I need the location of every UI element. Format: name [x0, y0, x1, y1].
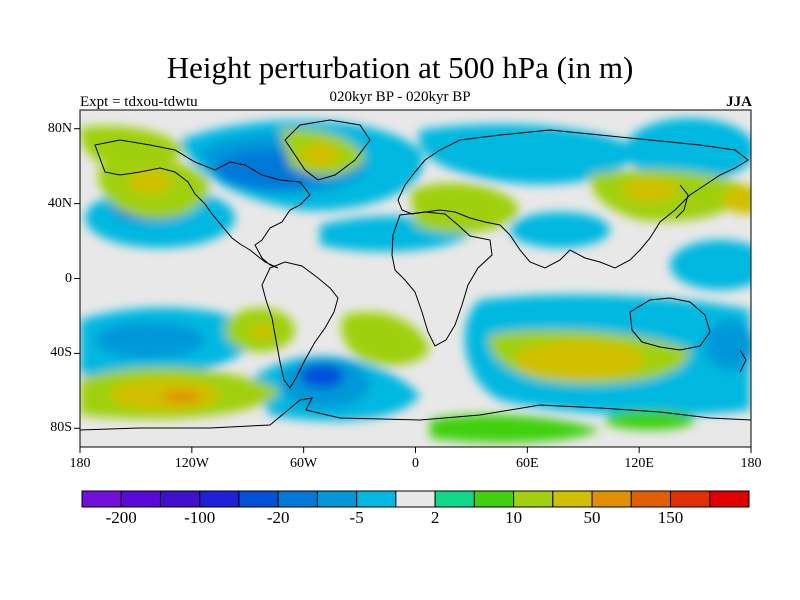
lon-tick-label: 60W [290, 456, 318, 471]
lat-tick-label: 40S [50, 345, 72, 361]
colorbar-swatch [356, 490, 397, 508]
anomaly-region [80, 126, 185, 167]
anomaly-region [705, 320, 751, 370]
colorbar-swatch [552, 490, 593, 508]
colorbar-swatch [120, 490, 161, 508]
coastline-japan [675, 184, 689, 219]
coastline-africa [391, 211, 493, 347]
experiment-label: Expt = tdxou-tdwtu [80, 94, 198, 110]
anomaly-region [419, 124, 640, 185]
colorbar-swatch [513, 490, 554, 508]
season-label: JJA [726, 94, 752, 110]
colorbar-label: 50 [583, 508, 601, 527]
colorbar-label: -200 [105, 508, 137, 527]
anomaly-region [515, 340, 645, 380]
coastline-north-america [94, 139, 311, 269]
colorbar-swatch [434, 490, 475, 508]
colorbar-swatch [709, 490, 750, 508]
colorbar-label: -100 [184, 508, 216, 527]
colorbar-swatch [591, 490, 632, 508]
anomaly-region [128, 170, 172, 194]
anomaly-region [723, 186, 751, 214]
colorbar-label: -20 [266, 508, 290, 527]
colorbar-swatch [630, 490, 672, 508]
lon-tick-label: 60E [516, 456, 539, 471]
anomaly-region [625, 118, 751, 182]
lat-tick-label: 80S [50, 420, 72, 436]
lon-tick-label: 180 [740, 456, 762, 471]
colorbar-swatch [277, 490, 318, 508]
anomaly-region [430, 414, 600, 443]
anomaly-region [162, 391, 202, 403]
anomaly-fields [80, 118, 751, 443]
anomaly-region [250, 325, 274, 339]
anomaly-region [341, 311, 430, 366]
colorbar-label: 2 [430, 508, 440, 527]
coastlines [80, 119, 751, 431]
colorbar-swatch [238, 490, 279, 508]
colorbar-swatch [670, 490, 711, 508]
colorbar-swatch [473, 490, 515, 508]
anomaly-region [510, 212, 610, 248]
lon-tick-label: 120W [174, 456, 209, 471]
colorbar-swatch [316, 490, 358, 508]
lat-tick-label: 80N [47, 120, 72, 136]
anomaly-region [605, 410, 695, 430]
colorbar [81, 490, 750, 508]
map-subtitle: 020kyr BP - 020kyr BP [329, 89, 471, 105]
colorbar-swatch [199, 490, 240, 508]
anomaly-region [670, 240, 751, 290]
lat-tick-label: 40N [47, 195, 72, 211]
colorbar-label: -5 [349, 508, 364, 527]
lon-tick-label: 0 [412, 456, 419, 471]
coastline-south-america [261, 261, 339, 389]
colorbar-swatch [395, 490, 436, 508]
colorbar-swatch [81, 490, 122, 508]
coastline-antarctica [80, 397, 751, 431]
anomaly-region [622, 178, 678, 202]
anomaly-region [300, 143, 340, 167]
anomaly-region [300, 364, 344, 388]
coastline-eurasia [397, 129, 749, 269]
lon-tick-label: 180 [69, 456, 91, 471]
anomaly-region [95, 322, 205, 358]
colorbar-swatch [159, 490, 201, 508]
lat-tick-label: 0 [65, 270, 72, 286]
axis-ticks [74, 128, 752, 453]
colorbar-label: 10 [505, 508, 523, 527]
coastline-new-zealand [739, 349, 747, 373]
lon-tick-label: 120E [624, 456, 654, 471]
coastline-australia [629, 297, 711, 351]
coastline-greenland [284, 119, 371, 181]
colorbar-label: 150 [657, 508, 684, 527]
anomaly-region [410, 182, 520, 234]
map-title: Height perturbation at 500 hPa (in m) [166, 50, 634, 85]
